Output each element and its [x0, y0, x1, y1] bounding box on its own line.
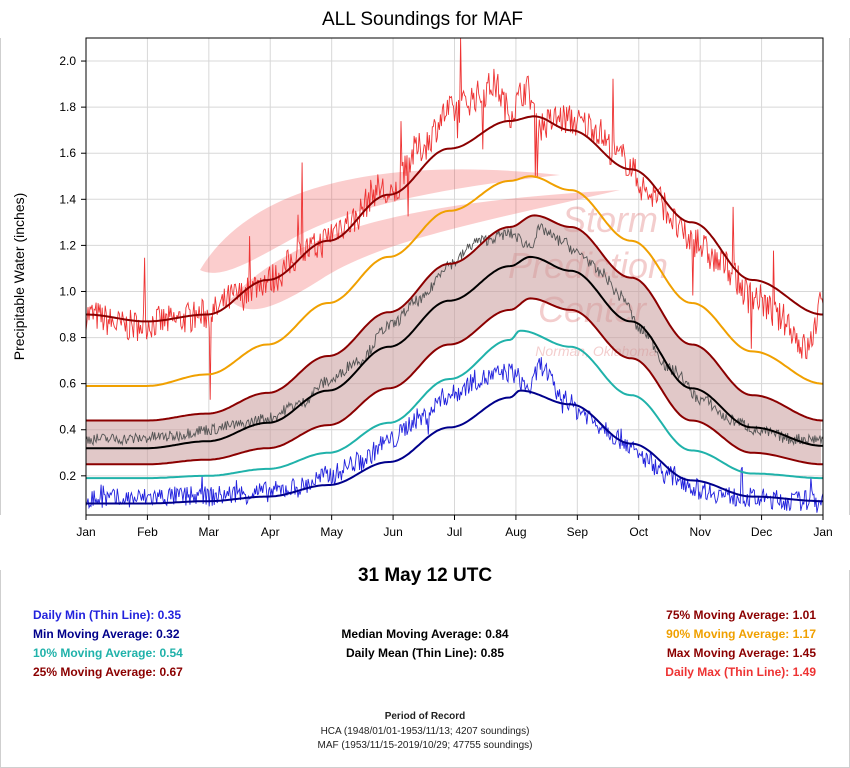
period-line-hca: HCA (1948/01/01-1953/11/13; 4207 soundin…	[320, 726, 530, 737]
x-tick-label: Apr	[261, 525, 280, 539]
watermark-swoosh	[200, 169, 560, 273]
x-tick-label: Aug	[505, 525, 526, 539]
y-tick-label: 0.2	[59, 469, 76, 483]
x-tick-label: Oct	[629, 525, 648, 539]
x-tick-label: Jan	[813, 525, 832, 539]
stat-min-moving-average: Min Moving Average: 0.32	[33, 627, 180, 641]
y-tick-label: 0.6	[59, 377, 76, 391]
stat-median-moving-average: Median Moving Average: 0.84	[341, 627, 509, 641]
y-tick-label: 0.4	[59, 423, 76, 437]
x-tick-label: Jun	[383, 525, 402, 539]
stat-90pct-moving-average: 90% Moving Average: 1.17	[666, 627, 816, 641]
bottom-margin	[0, 515, 850, 570]
y-axis-label: Precipitable Water (inches)	[11, 193, 27, 361]
x-tick-label: Jul	[447, 525, 462, 539]
min-moving-average-line	[86, 389, 823, 505]
x-tick-label: Nov	[689, 525, 710, 539]
p10-moving-average-line	[86, 329, 823, 480]
y-tick-label: 1.2	[59, 238, 76, 252]
daily-mean-line	[85, 223, 824, 447]
daily-max-line	[85, 37, 824, 400]
x-tick-label: Sep	[567, 525, 589, 539]
y-tick-label: 2.0	[59, 54, 76, 68]
stat-daily-mean: Daily Mean (Thin Line): 0.85	[345, 646, 505, 660]
period-line-maf: MAF (1953/11/15-2019/10/29; 47755 soundi…	[317, 740, 533, 751]
x-tick-label: Jan	[76, 525, 95, 539]
max-moving-average-line	[86, 115, 823, 323]
stat-75pct-moving-average: 75% Moving Average: 1.01	[666, 608, 816, 622]
x-tick-label: Dec	[751, 525, 772, 539]
period-title: Period of Record	[384, 711, 466, 722]
y-tick-label: 0.8	[59, 331, 76, 345]
stat-daily-max: Daily Max (Thin Line): 1.49	[665, 665, 816, 679]
stat-10pct-moving-average: 10% Moving Average: 0.54	[33, 646, 183, 660]
p25-moving-average-line	[86, 297, 823, 466]
p75-moving-average-line	[86, 214, 823, 422]
x-tick-label: May	[320, 525, 343, 539]
date-heading: 31 May 12 UTC	[357, 565, 493, 586]
stat-max-moving-average: Max Moving Average: 1.45	[666, 646, 816, 660]
y-tick-label: 1.8	[59, 100, 76, 114]
p90-moving-average-line	[86, 175, 824, 387]
chart: StormPredictionCenterNorman, OklahomaJan…	[0, 0, 850, 570]
y-tick-label: 1.4	[59, 192, 76, 206]
chart-title: ALL Soundings for MAF	[322, 9, 523, 30]
median-moving-average-line	[86, 255, 824, 450]
y-tick-label: 1.0	[59, 284, 76, 298]
y-tick-label: 1.6	[59, 146, 76, 160]
stat-25pct-moving-average: 25% Moving Average: 0.67	[33, 665, 183, 679]
interquartile-band	[86, 215, 821, 465]
x-tick-label: Feb	[137, 525, 158, 539]
stat-daily-min: Daily Min (Thin Line): 0.35	[33, 608, 182, 622]
x-tick-label: Mar	[198, 525, 219, 539]
top-margin	[0, 0, 850, 38]
